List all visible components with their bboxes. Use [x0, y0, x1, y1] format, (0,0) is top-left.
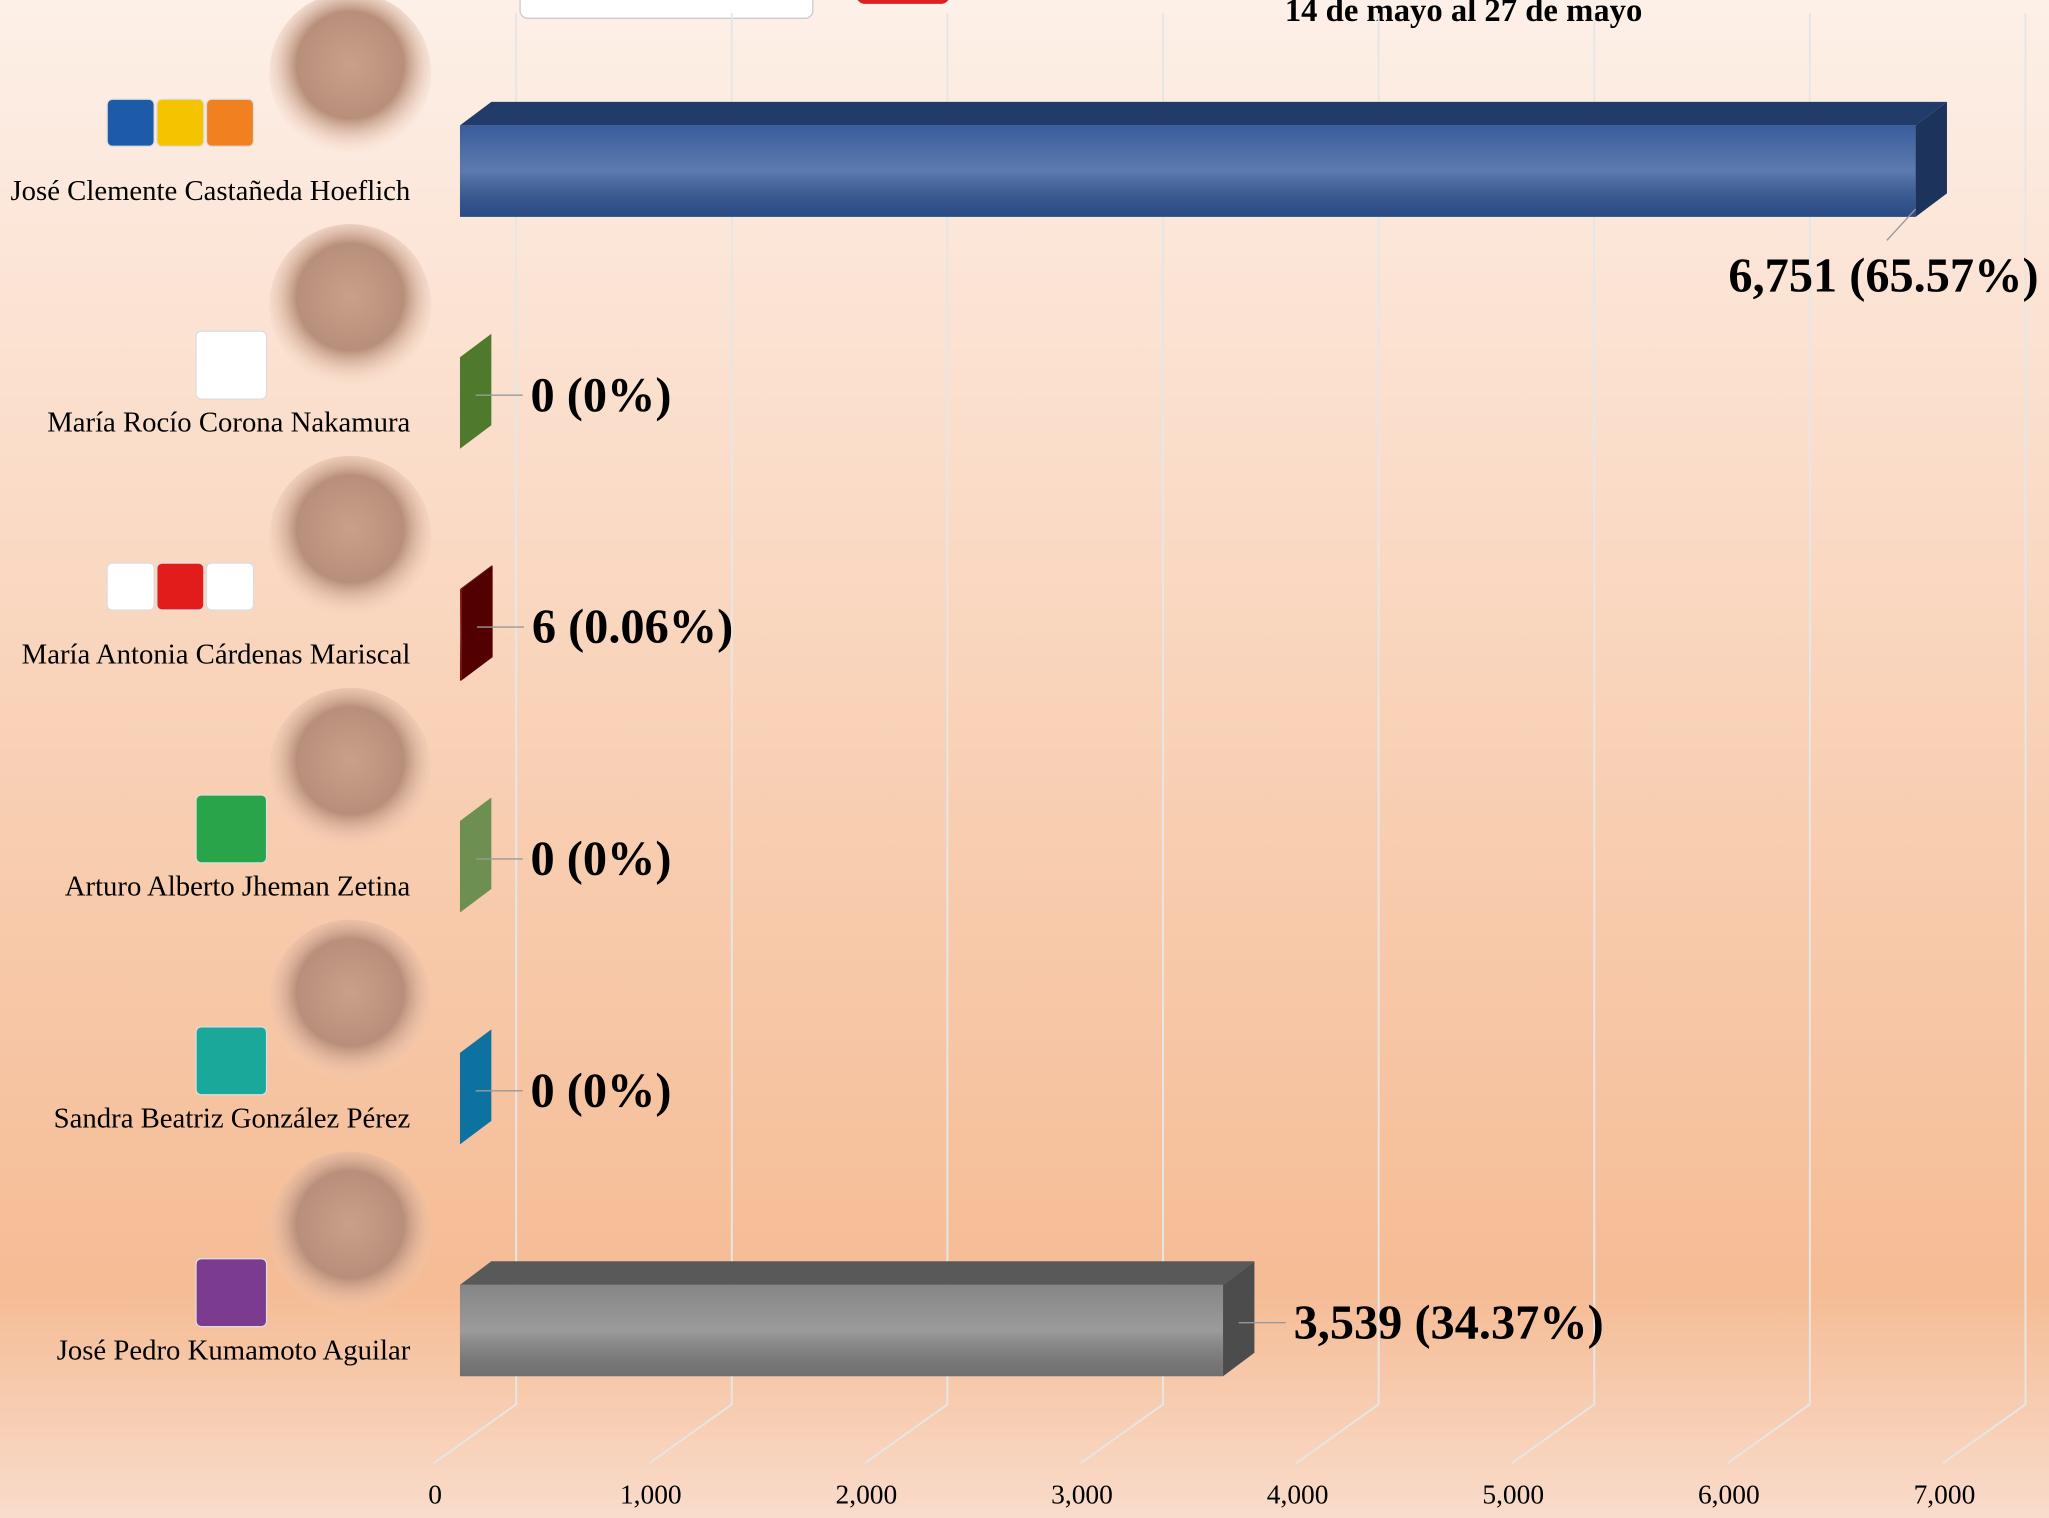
bar: [459, 101, 1947, 217]
bar-side: [461, 565, 493, 681]
party-logo: [106, 98, 155, 147]
x-tick-label: 1,000: [620, 1480, 682, 1510]
value-label: 0 (0%): [531, 369, 672, 422]
bar: [459, 797, 492, 913]
bar-top: [459, 101, 1947, 126]
grid-line: [1511, 13, 1596, 1464]
party-logo: [156, 562, 205, 611]
value-label: 6,751 (65.57%): [1728, 249, 2038, 302]
grid-line: [1726, 13, 1811, 1464]
candidate-name: Arturo Alberto Jheman Zetina: [65, 871, 411, 903]
party-logo: [106, 562, 155, 611]
x-tick-label: 2,000: [836, 1480, 898, 1510]
bar-shine: [459, 589, 462, 681]
grid-line: [433, 13, 518, 1464]
party-logo: [205, 562, 255, 611]
bar: [459, 1029, 492, 1145]
candidate-photo: [269, 0, 432, 155]
value-label: 6 (0.06%): [532, 601, 733, 654]
bar-side: [459, 797, 492, 913]
bar-shine: [459, 125, 1916, 217]
candidate-photo: [269, 1151, 432, 1314]
x-tick-label: 5,000: [1482, 1480, 1544, 1510]
x-tick-label: 3,000: [1051, 1480, 1113, 1510]
candidate-name: José Clemente Castañeda Hoeflich: [10, 175, 410, 207]
party-logo: [156, 98, 205, 147]
x-tick-label: 4,000: [1267, 1480, 1329, 1510]
value-label: 0 (0%): [531, 1065, 672, 1118]
x-tick-label: 7,000: [1914, 1480, 1976, 1510]
bar-top: [459, 1261, 1255, 1285]
x-tick-label: 6,000: [1698, 1480, 1760, 1510]
candidate-name: José Pedro Kumamoto Aguilar: [57, 1334, 411, 1366]
bar: [459, 333, 492, 449]
candidate-photo: [269, 919, 432, 1082]
leader-line: [1886, 208, 1917, 241]
grid-line: [648, 13, 733, 1464]
candidate-name: María Antonia Cárdenas Mariscal: [22, 639, 411, 671]
bar: [459, 565, 493, 681]
bar-side: [459, 333, 492, 449]
grid-line: [1080, 13, 1164, 1464]
bar-side: [1223, 1261, 1255, 1377]
candidate-photo: [269, 455, 432, 618]
party-logo: [195, 330, 268, 400]
grid-line: [1295, 13, 1380, 1464]
header-box: [519, 0, 814, 19]
value-label: 3,539 (34.37%): [1294, 1296, 1604, 1349]
x-tick-label: 0: [428, 1480, 442, 1510]
party-logo: [195, 1258, 268, 1328]
bar: [459, 1261, 1255, 1377]
bar-side: [1915, 101, 1947, 217]
party-logo: [205, 98, 255, 147]
bar-side: [459, 1029, 492, 1145]
value-label: 0 (0%): [531, 833, 672, 886]
candidate-name: María Rocío Corona Nakamura: [47, 407, 410, 439]
party-logo: [195, 794, 268, 864]
grid-line: [1942, 13, 2027, 1464]
bar-top: [459, 565, 493, 590]
chart-title: 14 de mayo al 27 de mayo: [1285, 0, 1642, 29]
candidate-name: Sandra Beatriz González Pérez: [54, 1102, 411, 1134]
candidate-photo: [269, 687, 432, 850]
header-logo: [857, 0, 949, 4]
candidate-photo: [269, 224, 432, 387]
party-logo: [195, 1026, 268, 1096]
bar-shine: [459, 1284, 1224, 1377]
grid-line: [864, 13, 949, 1464]
